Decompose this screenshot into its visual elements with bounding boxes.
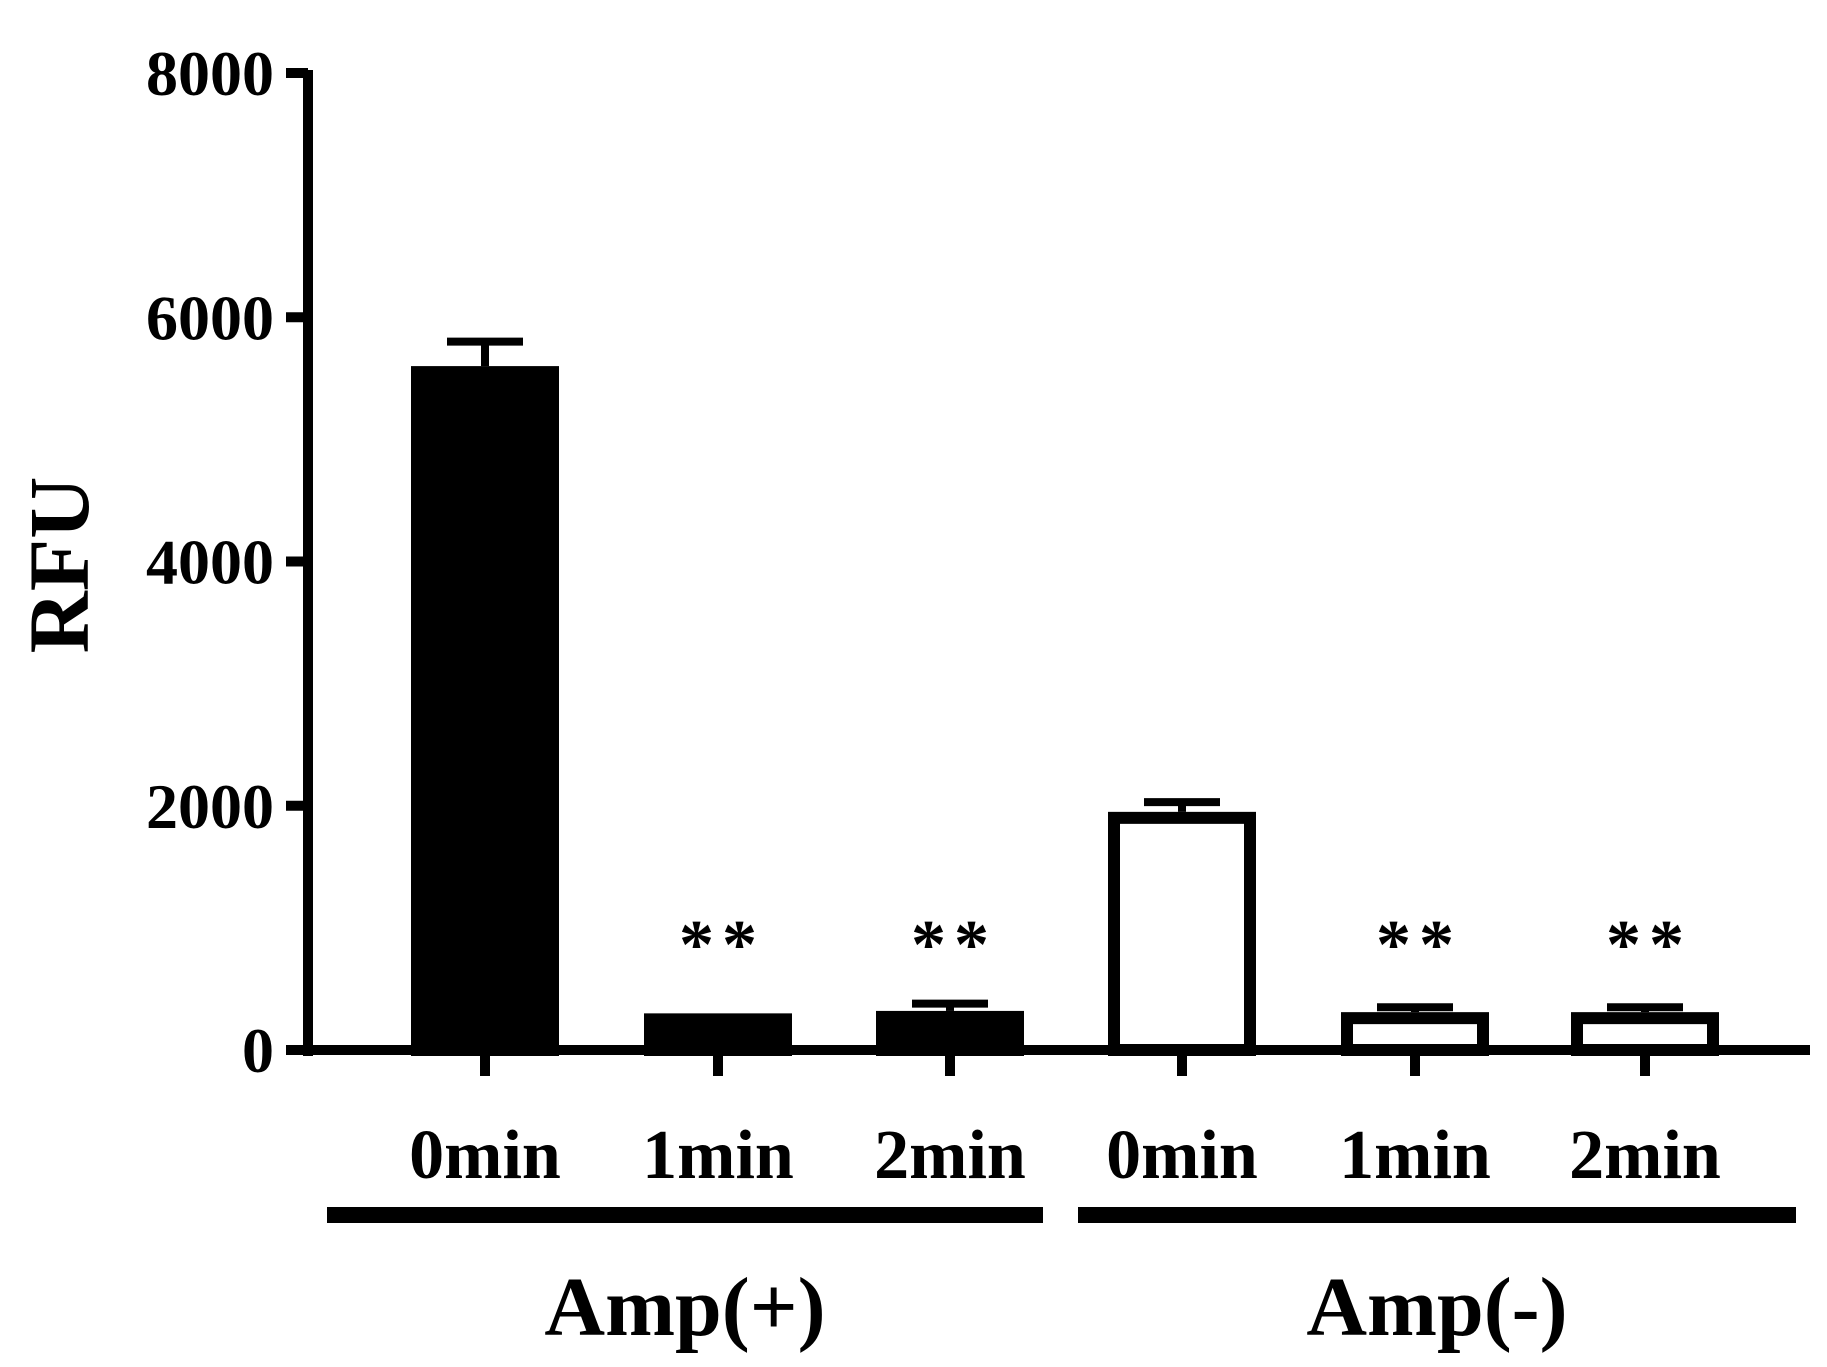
y-tick-label: 6000: [146, 282, 274, 353]
labels: 0 2000 4000 6000 8000 0min 1min ** 2min ** 0min 1mi…: [146, 38, 1721, 1354]
significance-label: **: [1376, 907, 1462, 984]
x-tick-label: 1min: [1339, 1117, 1491, 1194]
bar: [1341, 1012, 1489, 1056]
y-tick-label: 2000: [146, 771, 274, 842]
y-tick-label: 8000: [146, 38, 274, 109]
bar: [1571, 1012, 1719, 1056]
y-tick-label: 0: [242, 1015, 274, 1086]
significance-label: **: [679, 907, 765, 984]
significance-label: **: [911, 907, 997, 984]
x-tick-label: 1min: [642, 1117, 794, 1194]
group-label: Amp(-): [1306, 1261, 1567, 1354]
bar: [411, 366, 559, 1057]
bar: [876, 1010, 1024, 1056]
x-tick-label: 0min: [1106, 1117, 1258, 1194]
bar: [644, 1013, 792, 1056]
x-tick-label: 2min: [874, 1117, 1026, 1194]
x-tick-label: 0min: [409, 1117, 561, 1194]
x-tick-label: 2min: [1569, 1117, 1721, 1194]
bars: [411, 337, 1719, 1057]
y-tick-label: 4000: [146, 527, 274, 598]
group-label: Amp(+): [544, 1261, 825, 1354]
y-axis-label: RFU: [11, 477, 107, 654]
bar: [1108, 811, 1256, 1057]
significance-label: **: [1606, 907, 1692, 984]
